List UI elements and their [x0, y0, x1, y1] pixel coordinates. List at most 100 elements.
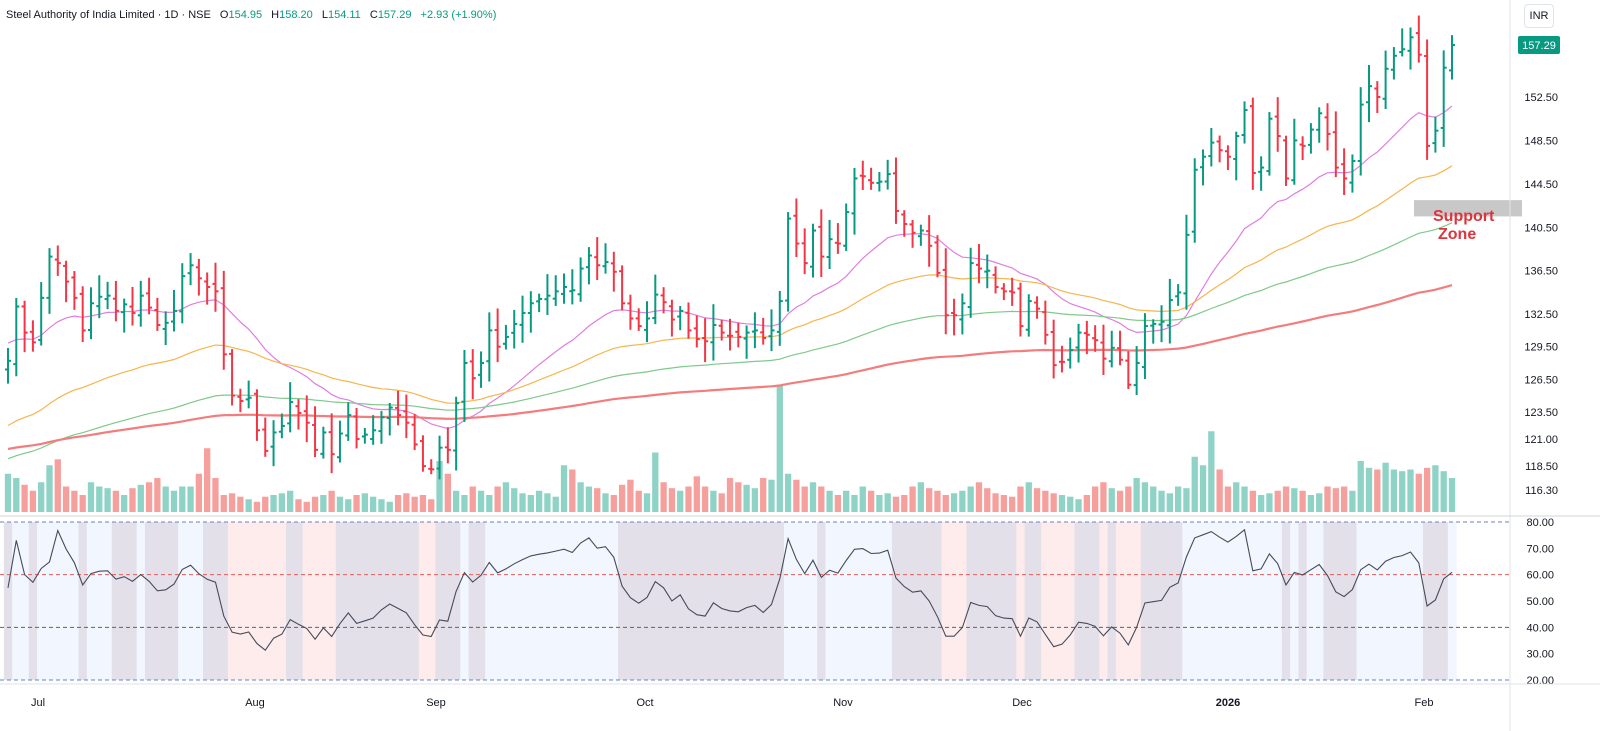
rsi-zone: [410, 522, 420, 680]
volume-bar: [1448, 478, 1456, 512]
rsi-zone: [1008, 522, 1017, 680]
rsi-zone: [593, 522, 602, 680]
rsi-zone: [1082, 522, 1092, 680]
rsi-zone: [360, 522, 370, 680]
rsi-zone: [451, 522, 461, 680]
rsi-zone: [385, 522, 395, 680]
rsi-zone: [1431, 522, 1441, 680]
rsi-zone: [103, 522, 113, 680]
volume-bar: [21, 484, 28, 512]
rsi-zone-background: [3, 522, 1457, 680]
time-tick-label: Aug: [245, 697, 265, 709]
rsi-zone: [626, 522, 636, 680]
volume-bar: [1316, 493, 1323, 512]
rsi-zone: [53, 522, 63, 680]
volume-bar: [618, 484, 626, 512]
rsi-zone: [1066, 522, 1076, 680]
price-tick-label: 152.50: [1524, 92, 1558, 104]
price-tick-label: 129.50: [1524, 342, 1558, 354]
rsi-zone: [584, 522, 594, 680]
rsi-zone: [684, 522, 694, 680]
annotation-line-2: Zone: [1438, 226, 1477, 243]
volume-bar: [145, 482, 153, 512]
volume-bar: [1191, 456, 1198, 512]
volume-bar: [1083, 495, 1091, 512]
rsi-zone: [767, 522, 777, 680]
volume-bar: [469, 486, 476, 512]
volume-bar: [287, 490, 294, 512]
rsi-zone: [510, 522, 519, 680]
volume-bar: [1257, 495, 1265, 512]
symbol-title: Steel Authority of India Limited · 1D · …: [6, 9, 211, 21]
volume-bar: [54, 459, 61, 512]
rsi-zone: [958, 522, 968, 680]
rsi-zone: [601, 522, 611, 680]
volume-bar: [950, 493, 958, 512]
volume-bar: [834, 495, 842, 512]
volume-bar: [560, 465, 568, 512]
rsi-zone: [1315, 522, 1324, 680]
rsi-zone: [468, 522, 478, 680]
volume-bar: [170, 490, 178, 512]
volume-bar: [311, 496, 319, 512]
volume-bar: [386, 501, 393, 512]
rsi-zone: [12, 522, 22, 680]
volume-bar: [1042, 490, 1049, 512]
rsi-zone: [1256, 522, 1266, 680]
currency-button[interactable]: INR: [1524, 4, 1554, 28]
volume-bar: [38, 482, 45, 512]
rsi-zone: [1215, 522, 1225, 680]
rsi-tick-label: 60.00: [1526, 570, 1554, 582]
rsi-zone: [883, 522, 893, 680]
rsi-zone: [402, 522, 412, 680]
rsi-zone: [78, 522, 88, 680]
ohlc-bars: [5, 15, 1455, 480]
volume-bar: [1382, 462, 1389, 512]
rsi-zone: [269, 522, 279, 680]
rsi-zone: [28, 522, 38, 680]
volume-bar: [1091, 486, 1099, 512]
rsi-zone: [775, 522, 785, 680]
volume-bar: [1033, 488, 1041, 512]
volume-bar: [643, 493, 651, 512]
volume-bar: [461, 495, 468, 512]
volume-bar: [901, 495, 908, 512]
price-tick-label: 132.50: [1524, 309, 1558, 321]
volume-bar: [1249, 490, 1256, 512]
rsi-zone: [1107, 522, 1117, 680]
volume-bar: [1025, 482, 1032, 512]
price-tick-label: 140.50: [1524, 222, 1558, 234]
rsi-zone: [900, 522, 910, 680]
volume-bar: [1399, 471, 1406, 512]
rsi-zone: [20, 522, 30, 680]
volume-bar: [826, 490, 833, 512]
rsi-zone: [534, 522, 544, 680]
volume-bar: [768, 479, 775, 512]
open-value: 154.95: [228, 9, 263, 21]
rsi-zone: [1232, 522, 1241, 680]
volume-bar: [1216, 469, 1223, 512]
time-axis[interactable]: Jul Aug Sep Oct Nov Dec 2026 Feb: [31, 697, 1434, 709]
volume-bar: [87, 482, 95, 512]
rsi-line: [7, 528, 1453, 651]
rsi-zone: [617, 522, 627, 680]
volume-bar: [46, 465, 53, 512]
rsi-zone: [153, 522, 163, 680]
support-zone-annotation: Support Zone: [1433, 208, 1494, 244]
volume-bar: [801, 486, 808, 512]
rsi-zone: [842, 522, 851, 680]
volume-bar: [1174, 486, 1182, 512]
rsi-zone: [1157, 522, 1167, 680]
support-zone-box: [1414, 200, 1522, 217]
rsi-zone: [800, 522, 810, 680]
close-value: 157.29: [377, 9, 412, 21]
time-tick-label: Jul: [31, 697, 45, 709]
time-tick-label: Dec: [1012, 697, 1032, 709]
rsi-zone: [302, 522, 312, 680]
rsi-zone: [1140, 522, 1150, 680]
rsi-tick-label: 50.00: [1526, 596, 1554, 608]
volume-bar: [320, 495, 327, 512]
rsi-zone: [734, 522, 744, 680]
